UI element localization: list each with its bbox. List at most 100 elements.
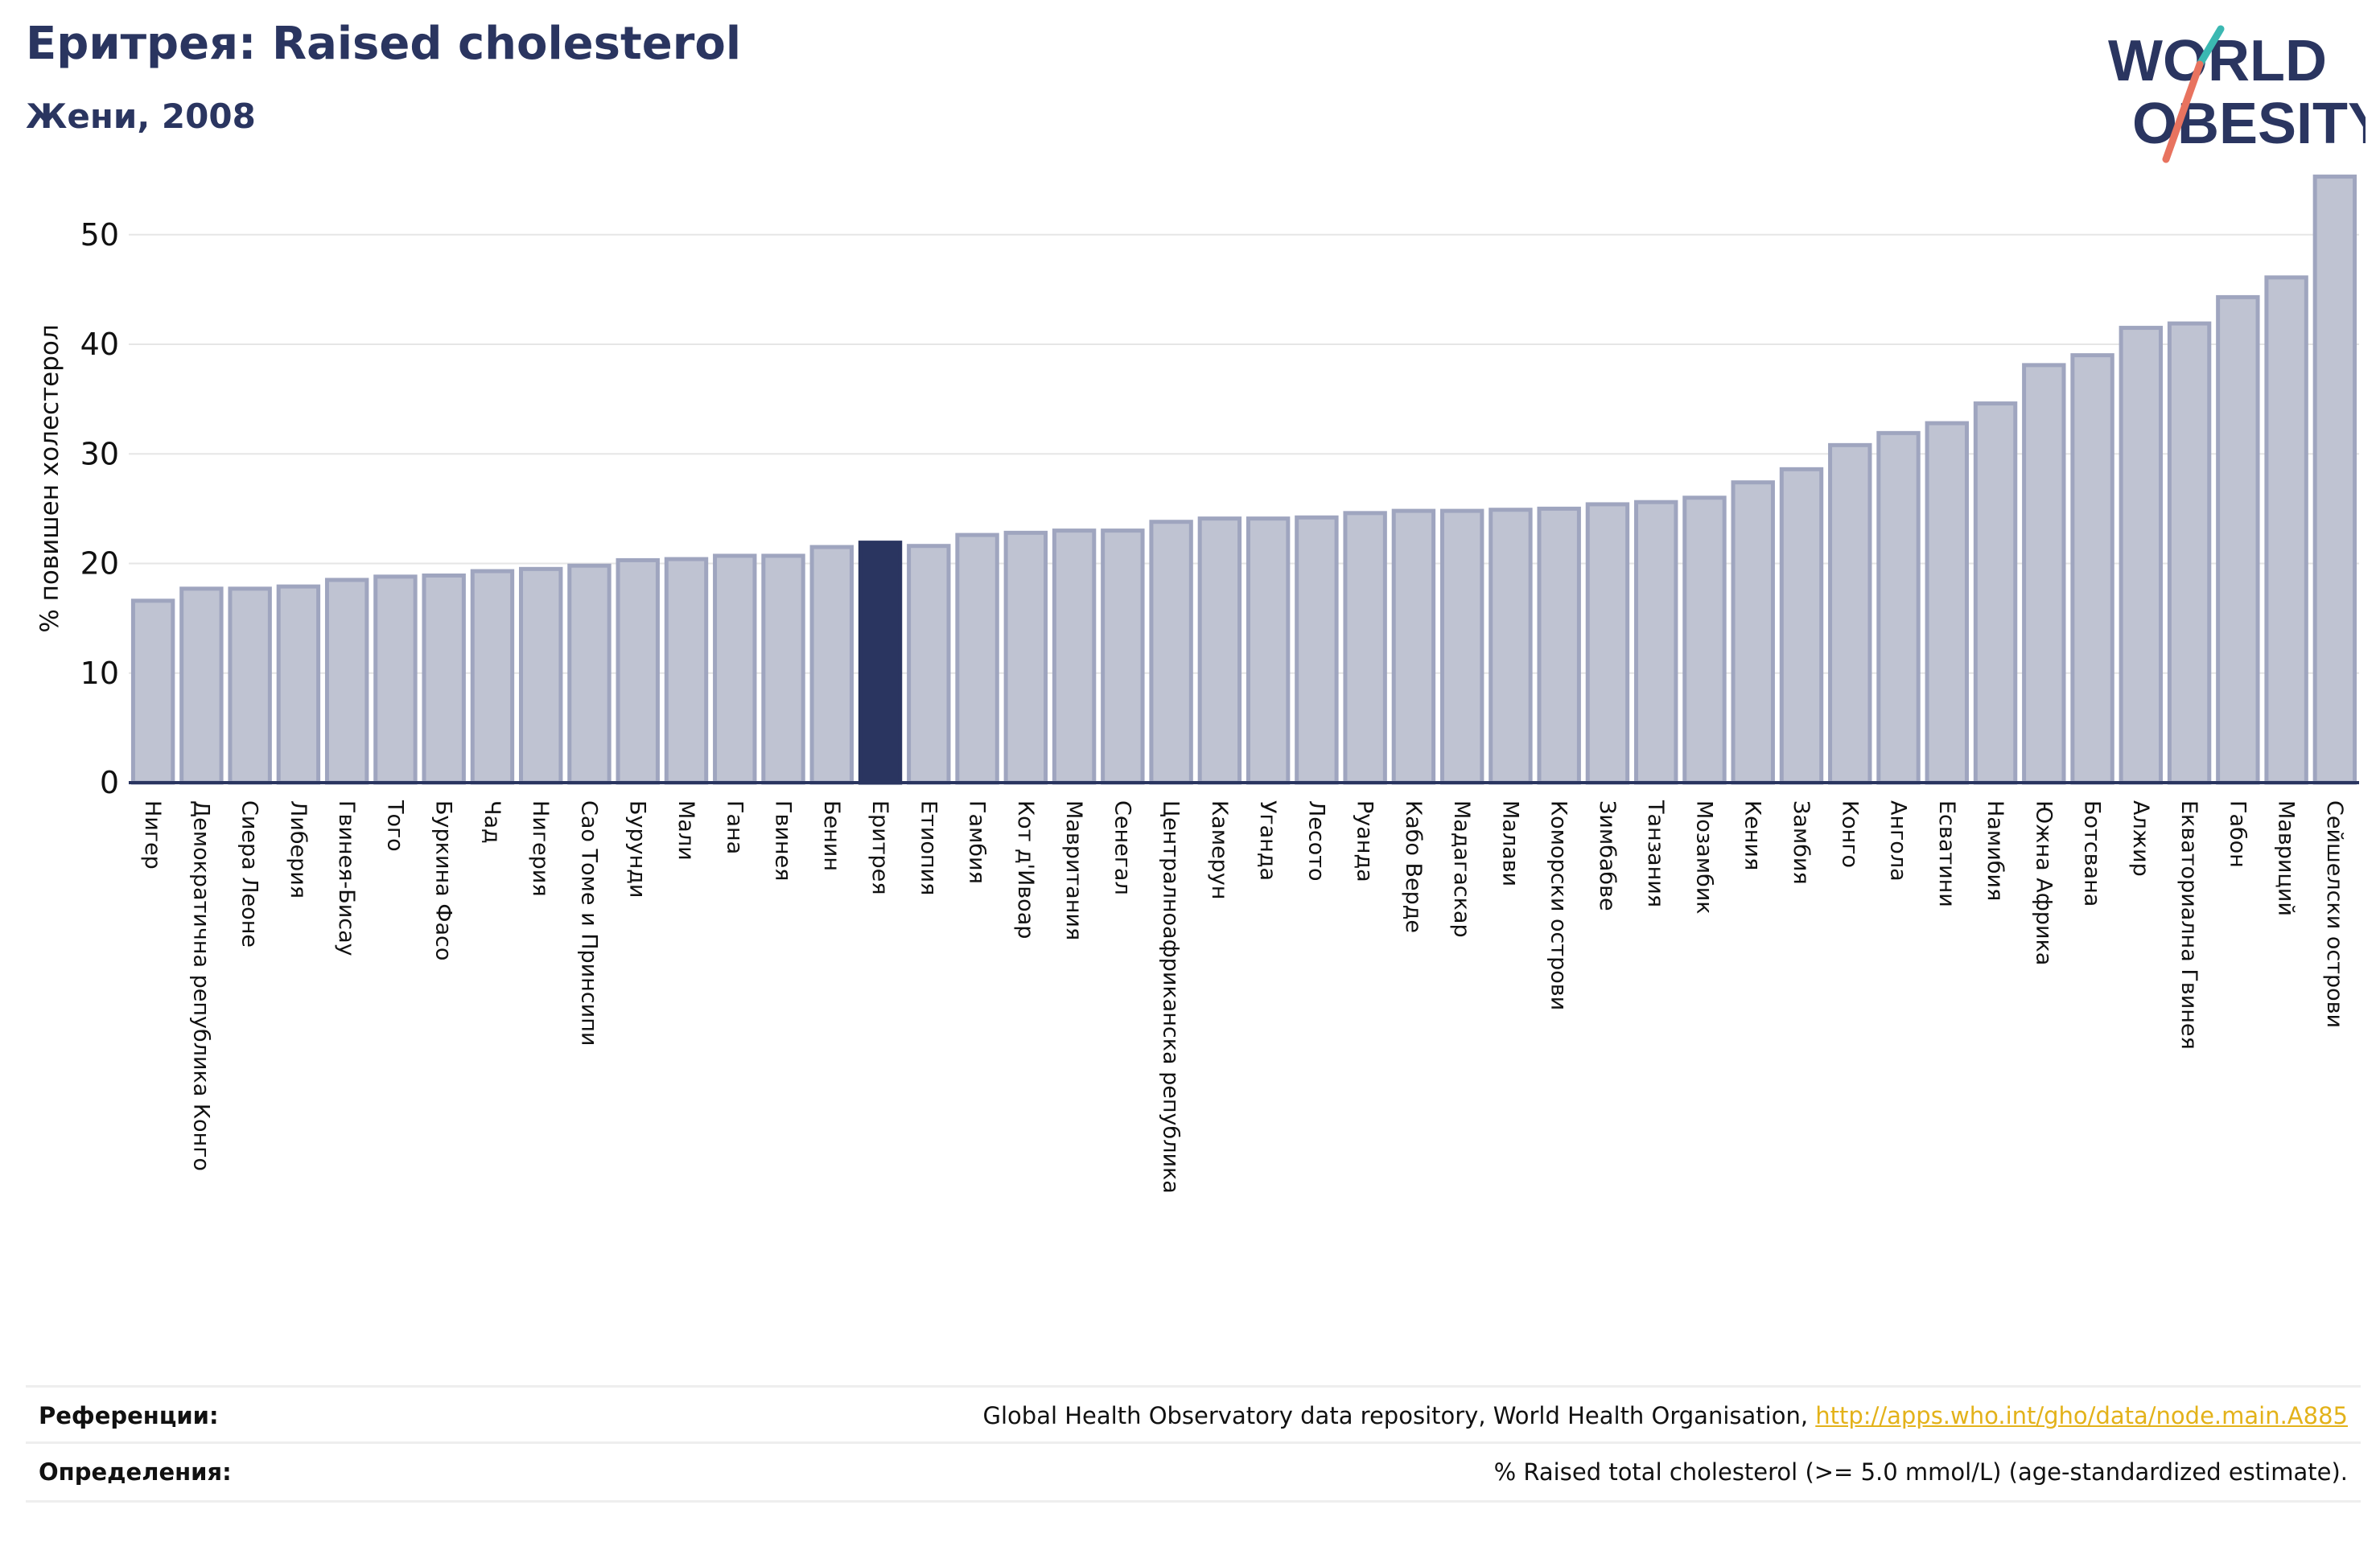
- references-value: Global Health Observatory data repositor…: [983, 1402, 2348, 1429]
- x-tick-label: Ангола: [1886, 800, 1911, 882]
- x-tick-label: Есватини: [1934, 800, 1959, 907]
- x-tick-label: Сиера Леоне: [237, 800, 262, 948]
- y-tick-label: 30: [80, 436, 119, 471]
- x-tick-label: Гвинея: [771, 800, 796, 881]
- bar: [130, 598, 175, 785]
- x-tick-label: Гвинея-Бисау: [334, 800, 359, 956]
- references-row: Референции: Global Health Observatory da…: [26, 1385, 2361, 1444]
- definitions-value: % Raised total cholesterol (>= 5.0 mmol/…: [1493, 1458, 2348, 1486]
- x-tick-label: Камерун: [1207, 800, 1232, 899]
- definitions-row: Определения: % Raised total cholesterol …: [26, 1441, 2361, 1503]
- bar: [1343, 511, 1387, 785]
- x-tick-label: Мозамбик: [1691, 800, 1716, 915]
- bar: [1973, 401, 2018, 785]
- bar: [713, 553, 757, 785]
- bar: [1003, 530, 1048, 785]
- bar: [1489, 508, 1533, 785]
- bar: [567, 563, 611, 785]
- y-axis-label: % повишен холестерол: [35, 324, 64, 632]
- x-tick-label: Сейшелски острови: [2322, 800, 2347, 1028]
- x-tick-label: Гана: [722, 800, 747, 854]
- x-tick-label: Малави: [1497, 800, 1522, 886]
- bar: [1052, 528, 1097, 785]
- bar: [2022, 363, 2066, 785]
- y-tick-label: 50: [80, 217, 119, 253]
- x-tick-label: Мавритания: [1061, 800, 1086, 940]
- x-tick-label: Мадагаскар: [1449, 800, 1474, 938]
- x-tick-label: Кения: [1740, 800, 1765, 870]
- bar: [519, 566, 563, 785]
- bar: [422, 573, 466, 785]
- bar: [2070, 353, 2114, 785]
- bar: [1585, 502, 1630, 785]
- bar: [179, 586, 224, 785]
- bars: [130, 175, 2357, 785]
- x-tick-label: Руанда: [1353, 800, 1377, 882]
- x-tick-label: Мавриций: [2274, 800, 2299, 916]
- bar: [1391, 508, 1436, 785]
- chart-subtitle: Жени, 2008: [26, 97, 256, 136]
- bar: [228, 586, 272, 785]
- x-tick-label: Екваториална Гвинея: [2176, 800, 2201, 1050]
- bar: [1828, 442, 1872, 785]
- x-tick-label: Зимбабве: [1595, 800, 1620, 911]
- bar: [616, 557, 660, 785]
- chart-title: Еритрея: Raised cholesterol: [26, 18, 742, 70]
- bar: [1731, 480, 1775, 785]
- x-tick-label: Лесото: [1303, 800, 1328, 882]
- x-tick-label: Буркина Фасо: [431, 800, 456, 960]
- x-tick-label: Либерия: [286, 800, 311, 898]
- bar-chart: 0 10 20 30 40 50 Нигер Демократична република К…: [35, 175, 2359, 1194]
- x-tick-label: Того: [382, 800, 407, 852]
- x-tick-label: Кабо Верде: [1401, 800, 1426, 933]
- bar: [373, 574, 418, 785]
- x-tick-label: Етиопия: [916, 800, 941, 895]
- x-tick-label: Сао Томе и Принсипи: [576, 800, 601, 1046]
- x-tick-label: Коморски острови: [1546, 800, 1571, 1010]
- x-tick-label: Южна Африка: [2031, 800, 2056, 965]
- y-tick-label: 20: [80, 546, 119, 582]
- bar: [2216, 294, 2260, 785]
- x-tick-label: Габон: [2225, 800, 2250, 868]
- bar: [1439, 508, 1484, 785]
- x-tick-label: Бенин: [819, 800, 844, 871]
- x-tick-label: Ботсвана: [2080, 800, 2105, 907]
- x-tick-label: Бурунди: [625, 800, 650, 898]
- bar: [1682, 495, 1727, 785]
- bar: [907, 544, 951, 785]
- bar: [664, 557, 709, 785]
- bar: [1634, 500, 1678, 785]
- bar: [324, 578, 369, 785]
- references-label: Референции:: [39, 1402, 219, 1429]
- axes: 0 10 20 30 40 50 Нигер Демократична република К…: [80, 217, 2359, 1194]
- bar: [761, 553, 805, 785]
- references-text: Global Health Observatory data repositor…: [982, 1402, 1816, 1429]
- x-tick-label: Еритрея: [867, 800, 892, 894]
- x-tick-label: Чад: [480, 800, 504, 844]
- bar: [1149, 520, 1193, 785]
- bar: [1779, 467, 1824, 785]
- x-tick-label: Кот д'Ивоар: [1013, 800, 1038, 939]
- x-tick-label: Конго: [1837, 800, 1862, 868]
- world-obesity-logo: WORLD OBESITY: [2108, 25, 2366, 163]
- x-tick-label: Сенегал: [1110, 800, 1134, 895]
- logo-slash-teal: [2196, 25, 2225, 68]
- bar: [2167, 321, 2212, 785]
- x-tick-label: Танзания: [1643, 800, 1668, 907]
- bar: [1295, 515, 1339, 785]
- x-tick-label: Нигер: [140, 800, 165, 870]
- y-tick-label: 40: [80, 327, 119, 362]
- bar: [809, 545, 854, 785]
- bar: [276, 584, 321, 785]
- bar: [1246, 516, 1291, 785]
- bar: [1537, 506, 1581, 785]
- bar: [955, 533, 999, 785]
- bar-highlighted: [858, 541, 903, 785]
- x-tick-label: Намибия: [1983, 800, 2007, 901]
- bar: [2312, 175, 2357, 785]
- y-tick-label: 0: [100, 765, 119, 800]
- bar: [1876, 430, 1921, 785]
- references-link[interactable]: http://apps.who.int/gho/data/node.main.A…: [1815, 1402, 2348, 1429]
- y-tick-label: 10: [80, 656, 119, 691]
- bar: [1197, 516, 1242, 785]
